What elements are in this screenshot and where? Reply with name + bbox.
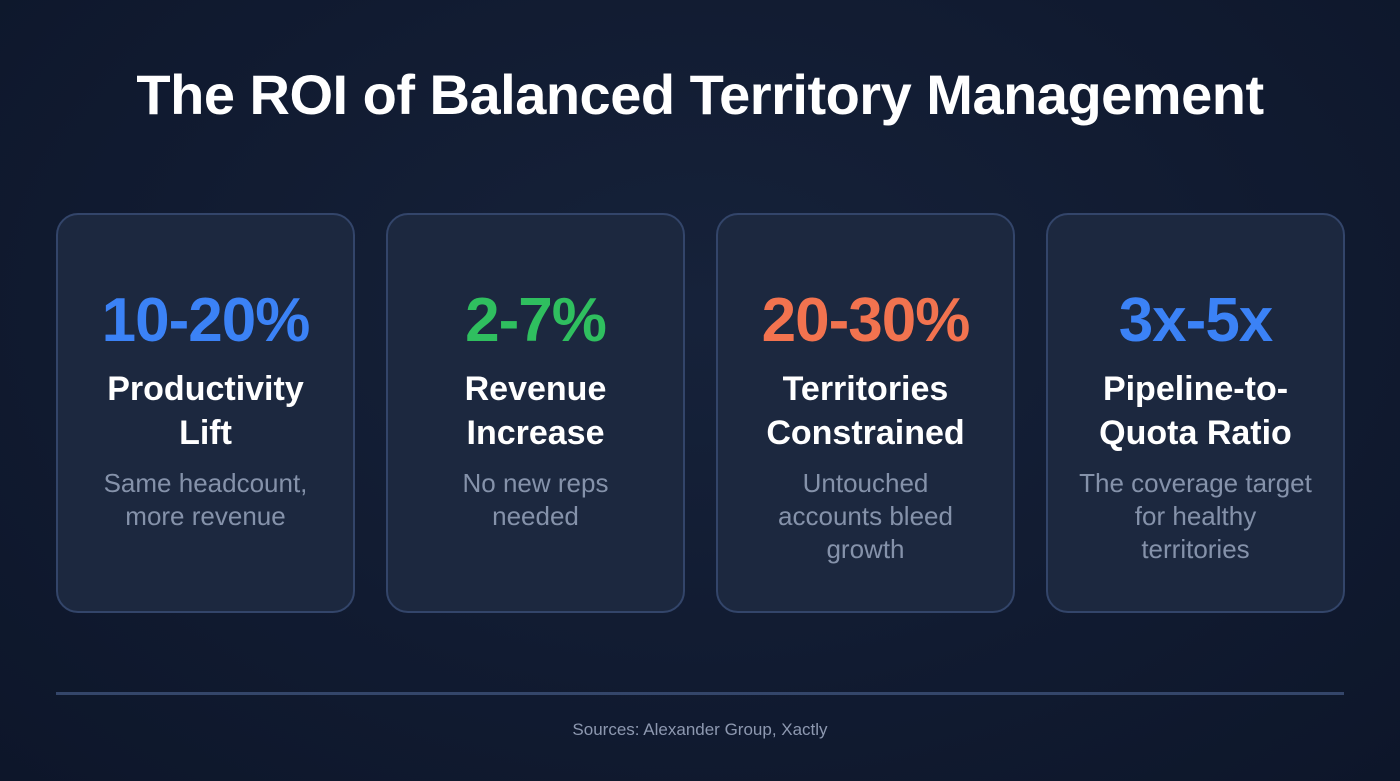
stat-label: Revenue Increase bbox=[464, 370, 607, 452]
stat-label: Pipeline-to-Quota Ratio bbox=[1099, 370, 1292, 452]
stat-description: No new reps needed bbox=[462, 468, 609, 531]
sources-text: Sources: Alexander Group, Xactly bbox=[572, 720, 828, 739]
stat-cards: 10-20% Productivity Lift Same headcount,… bbox=[56, 213, 1345, 613]
stat-card-pipeline: 3x-5x Pipeline-to-Quota Ratio The covera… bbox=[1046, 213, 1345, 613]
stat-value: 20-30% bbox=[761, 286, 971, 355]
stat-description: Untouched accounts bleed growth bbox=[778, 468, 953, 564]
stat-card-productivity: 10-20% Productivity Lift Same headcount,… bbox=[56, 213, 355, 613]
page-title: The ROI of Balanced Territory Management bbox=[136, 63, 1264, 126]
stat-card-revenue: 2-7% Revenue Increase No new reps needed bbox=[386, 213, 685, 613]
stat-value: 2-7% bbox=[465, 286, 607, 355]
stat-description: Same headcount, more revenue bbox=[103, 468, 308, 531]
stat-label: Productivity Lift bbox=[107, 370, 304, 452]
stat-description: The coverage target for healthy territor… bbox=[1079, 468, 1312, 564]
stat-value: 10-20% bbox=[101, 286, 311, 355]
stat-label: Territories Constrained bbox=[766, 370, 965, 452]
stat-card-territories: 20-30% Territories Constrained Untouched… bbox=[716, 213, 1015, 613]
footer-divider bbox=[56, 692, 1344, 695]
stat-value: 3x-5x bbox=[1118, 286, 1274, 355]
